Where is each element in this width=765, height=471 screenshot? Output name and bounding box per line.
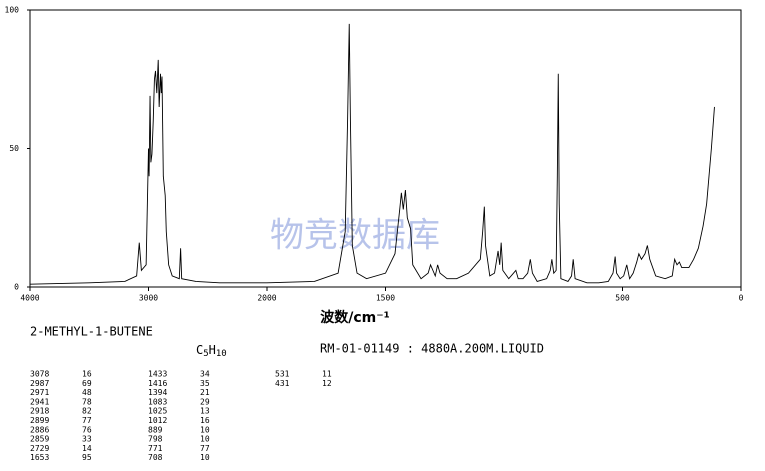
x-axis-label: 波数/cm⁻¹ xyxy=(320,309,390,326)
peak-wavenumber: 2941 xyxy=(30,397,49,406)
formula-part: C xyxy=(196,343,203,357)
peak-intensity: 10 xyxy=(200,435,210,444)
formula: C5H10 xyxy=(196,343,227,359)
x-tick-label: 500 xyxy=(615,294,630,303)
formula-part: 5 xyxy=(203,349,208,359)
peak-wavenumber: 2971 xyxy=(30,388,49,397)
formula-part: H xyxy=(209,343,216,357)
peak-intensity: 21 xyxy=(200,388,210,397)
peak-intensity: 16 xyxy=(200,416,210,425)
x-tick-label: 4000 xyxy=(20,294,39,303)
peak-intensity: 16 xyxy=(82,370,92,379)
compound-name: 2-METHYL-1-BUTENE xyxy=(30,325,153,339)
peak-wavenumber: 2729 xyxy=(30,444,49,453)
peak-wavenumber: 1416 xyxy=(148,379,167,388)
peak-intensity: 10 xyxy=(200,425,210,434)
peak-wavenumber: 2987 xyxy=(30,379,49,388)
peak-wavenumber: 708 xyxy=(148,453,163,462)
peak-intensity: 34 xyxy=(200,370,210,379)
peak-wavenumber: 889 xyxy=(148,425,163,434)
sample-info: RM-01-01149 : 4880A.200M.LIQUID xyxy=(320,342,544,356)
peak-wavenumber: 1394 xyxy=(148,388,167,397)
y-tick-label: 50 xyxy=(9,144,19,153)
peak-wavenumber: 531 xyxy=(275,370,290,379)
peak-wavenumber: 1433 xyxy=(148,370,167,379)
spectrum-line xyxy=(29,23,715,285)
peak-wavenumber: 2899 xyxy=(30,416,49,425)
peak-intensity: 10 xyxy=(200,453,210,462)
x-tick-label: 1500 xyxy=(376,294,395,303)
peak-wavenumber: 431 xyxy=(275,379,290,388)
peak-wavenumber: 3078 xyxy=(30,370,49,379)
x-tick-label: 3000 xyxy=(139,294,158,303)
peak-intensity: 14 xyxy=(82,444,92,453)
peak-intensity: 95 xyxy=(82,453,92,462)
peak-intensity: 82 xyxy=(82,407,92,416)
peak-wavenumber: 1012 xyxy=(148,416,167,425)
peak-intensity: 76 xyxy=(82,425,92,434)
watermark: 物竞数据库 xyxy=(270,216,440,256)
peak-wavenumber: 1025 xyxy=(148,407,167,416)
peak-wavenumber: 2918 xyxy=(30,407,49,416)
peak-intensity: 78 xyxy=(82,397,92,406)
peak-intensity: 11 xyxy=(322,370,332,379)
peak-wavenumber: 2886 xyxy=(30,425,49,434)
peak-wavenumber: 771 xyxy=(148,444,163,453)
peak-intensity: 69 xyxy=(82,379,92,388)
peak-intensity: 13 xyxy=(200,407,210,416)
peak-wavenumber: 2859 xyxy=(30,435,49,444)
peak-intensity: 29 xyxy=(200,397,210,406)
peak-intensity: 33 xyxy=(82,435,92,444)
peak-wavenumber: 1653 xyxy=(30,453,49,462)
y-tick-label: 100 xyxy=(5,6,20,15)
peak-intensity: 77 xyxy=(200,444,210,453)
formula-part: 10 xyxy=(216,349,227,359)
x-tick-label: 2000 xyxy=(257,294,276,303)
peak-intensity: 48 xyxy=(82,388,92,397)
x-tick-label: 0 xyxy=(739,294,744,303)
peak-wavenumber: 798 xyxy=(148,435,163,444)
y-tick-label: 0 xyxy=(14,283,19,292)
peak-intensity: 77 xyxy=(82,416,92,425)
peak-intensity: 35 xyxy=(200,379,210,388)
peak-intensity: 12 xyxy=(322,379,332,388)
peak-wavenumber: 1083 xyxy=(148,397,167,406)
